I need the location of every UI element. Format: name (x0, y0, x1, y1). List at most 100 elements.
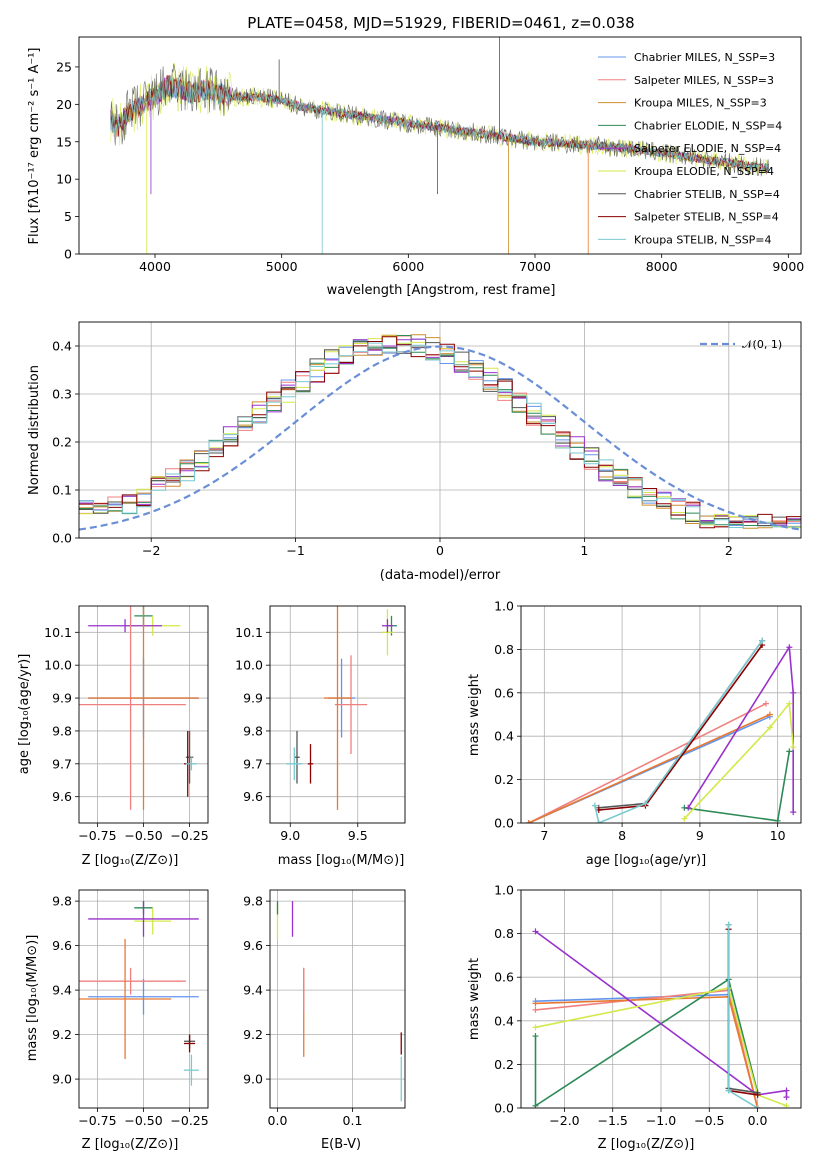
mass-vs-ebv-xtick-label: 0.0 (268, 1113, 288, 1128)
residuals-ytick-label: 0.4 (52, 339, 72, 354)
age-z-ylabel: age [log₁₀(age/yr)] (17, 654, 32, 775)
weight-marker (790, 744, 797, 751)
mass-vs-Z-xtick-label: −0.75 (78, 1113, 116, 1128)
weight-marker (725, 1087, 732, 1094)
spectrum-xtick-label: 8000 (646, 259, 678, 274)
residuals-xtick-label: −1 (286, 543, 304, 558)
age-vs-Z-frame (78, 605, 209, 824)
weight-z-xlabel: Z [log₁₀(Z/Z⊙)] (598, 1137, 695, 1152)
weight-marker (754, 1105, 761, 1108)
spectrum-xtick-label: 9000 (772, 259, 804, 274)
weight-marker (681, 815, 688, 822)
age-z-xlabel: Z [log₁₀(Z/Z⊙)] (82, 853, 179, 868)
weight-vs-Z-frame (520, 889, 802, 1109)
mass-vs-Z-xtick-label: −0.50 (124, 1113, 162, 1128)
weight-vs-Z-xtick-label: −1.0 (646, 1113, 676, 1128)
mass-vs-ebv-xtick-label: 0.1 (343, 1113, 363, 1128)
age-vs-Z-panel: −0.75 −0.50 −0.25 9.6 9.7 9.8 9.9 10.0 10.1 (44, 605, 209, 843)
spectrum-ytick-label: 10 (56, 172, 72, 187)
spectrum-legend-label: Chabrier STELIB, N_SSP=4 (634, 188, 780, 201)
mass-vs-Z-panel: −0.75 −0.50 −0.25 9.0 9.2 9.4 9.6 9.8 (52, 889, 209, 1128)
weight-vs-Z-plot-area (532, 921, 790, 1108)
spectrum-title: PLATE=0458, MJD=51929, FIBERID=0461, z=0… (247, 14, 634, 32)
mass-vs-ebv-panel: 0.0 0.1 9.0 9.2 9.4 9.6 9.8 (243, 889, 406, 1128)
weight-series-line (535, 987, 787, 1107)
age-vs-Z-ytick-label: 9.9 (52, 691, 72, 706)
weight-marker (766, 711, 773, 718)
mass-ebv-xlabel: E(B-V) (321, 1137, 361, 1152)
weight-marker (525, 820, 532, 823)
residuals-xtick-label: 0 (436, 543, 444, 558)
spectrum-xtick-label: 7000 (519, 259, 551, 274)
weight-marker (595, 820, 602, 823)
weight-vs-age-grid (521, 605, 801, 824)
spectrum-frame (78, 36, 802, 255)
weight-vs-Z-ytick-label: 0.0 (494, 1101, 514, 1116)
weight-marker (783, 1087, 790, 1094)
residuals-ytick-label: 0.2 (52, 435, 72, 450)
age-vs-Z-xtick-label: −0.25 (170, 828, 208, 843)
spectrum-legend-label: Kroupa STELIB, N_SSP=4 (634, 233, 772, 246)
age-vs-Z-ytick-label: 9.7 (52, 756, 72, 771)
spectrum-legend-label: Salpeter STELIB, N_SSP=4 (634, 211, 779, 224)
weight-series-line (528, 702, 767, 823)
weight-marker (763, 700, 769, 707)
weight-marker (532, 1024, 539, 1031)
mass-vs-ebv-grid (270, 890, 405, 1108)
weight-marker (786, 700, 793, 707)
residuals-panel: −2 −1 0 1 2 0.0 0.1 0.2 0.3 0.4 𝒩(0, 1) (52, 321, 802, 558)
spectrum-xtick-label: 4000 (139, 259, 171, 274)
residuals-xtick-label: 2 (725, 543, 733, 558)
age-vs-Z-xtick-label: −0.50 (124, 828, 162, 843)
weight-marker (754, 1091, 761, 1098)
residuals-xlabel: (data-model)/error (380, 568, 501, 583)
mass-z-xlabel: Z [log₁₀(Z/Z⊙)] (82, 1137, 179, 1152)
mass-z-ylabel: mass [log₁₀(M/M⊙)] (25, 935, 40, 1062)
weight-vs-Z-ytick-label: 0.2 (494, 1057, 514, 1072)
weight-vs-age-xtick-label: 10 (770, 828, 786, 843)
spectrum-xtick-label: 5000 (266, 259, 298, 274)
spectrum-xtick-label: 6000 (392, 259, 424, 274)
spectrum-legend-label: Chabrier ELODIE, N_SSP=4 (634, 119, 782, 132)
weight-vs-Z-panel: −2.0 −1.5 −1.0 −0.5 0.0 0.0 0.2 0.4 0.6 0.8 1.0 (494, 883, 802, 1128)
spectrum-ytick-label: 20 (56, 97, 72, 112)
weight-series-line (683, 701, 794, 820)
weight-vs-Z-xtick-label: −2.0 (549, 1113, 579, 1128)
mass-vs-Z-ytick-label: 9.6 (52, 938, 72, 953)
age-vs-mass-ytick-label: 9.6 (243, 789, 263, 804)
weight-vs-age-xtick-label: 8 (618, 828, 626, 843)
weight-series-line (535, 930, 788, 1098)
weight-marker (595, 806, 602, 813)
residuals-legend: 𝒩(0, 1) (700, 338, 782, 351)
mass-vs-Z-ytick-label: 9.2 (52, 1027, 72, 1042)
weight-marker (532, 1033, 539, 1040)
weight-vs-age-ytick-label: 0.8 (494, 642, 514, 657)
weight-series-line (528, 713, 771, 823)
weight-vs-Z-ytick-label: 1.0 (494, 883, 514, 898)
weight-marker (532, 1000, 539, 1007)
weight-marker (725, 921, 732, 928)
mass-vs-ebv-ytick-label: 9.4 (243, 983, 263, 998)
residuals-xtick-label: −2 (142, 543, 160, 558)
spectrum-legend-label: Kroupa MILES, N_SSP=3 (634, 97, 767, 110)
spectrum-panel: 4000 5000 6000 7000 8000 9000 0 5 10 15 20 25 Chabri… (56, 36, 804, 274)
weight-series-line (534, 978, 759, 1108)
weight-vs-age-ytick-label: 0.0 (494, 816, 514, 831)
age-vs-Z-xtick-label: −0.75 (78, 828, 116, 843)
weight-vs-age-panel: 7 8 9 10 0.0 0.2 0.4 0.6 0.8 1.0 (494, 599, 802, 843)
weight-vs-Z-ytick-label: 0.6 (494, 970, 514, 985)
weight-vs-age-ytick-label: 1.0 (494, 599, 514, 614)
age-vs-mass-panel: 9.0 9.5 9.6 9.7 9.8 9.9 10.0 10.1 (235, 605, 406, 843)
weight-marker (790, 809, 797, 816)
residual-histogram (79, 342, 801, 528)
spectrum-legend-label: Chabrier MILES, N_SSP=3 (634, 51, 775, 64)
residuals-xtick-label: 1 (580, 543, 588, 558)
weight-vs-age-plot-area (525, 637, 797, 823)
weight-series-line (535, 993, 759, 1108)
residual-histogram (79, 336, 801, 529)
spectrum-legend-label: Salpeter MILES, N_SSP=3 (634, 74, 774, 87)
weight-vs-Z-ytick-label: 0.4 (494, 1013, 514, 1028)
spectrum-plot-area (110, 37, 770, 254)
spectrum-ytick-label: 5 (64, 209, 72, 224)
weight-age-ylabel: mass weight (467, 674, 482, 756)
